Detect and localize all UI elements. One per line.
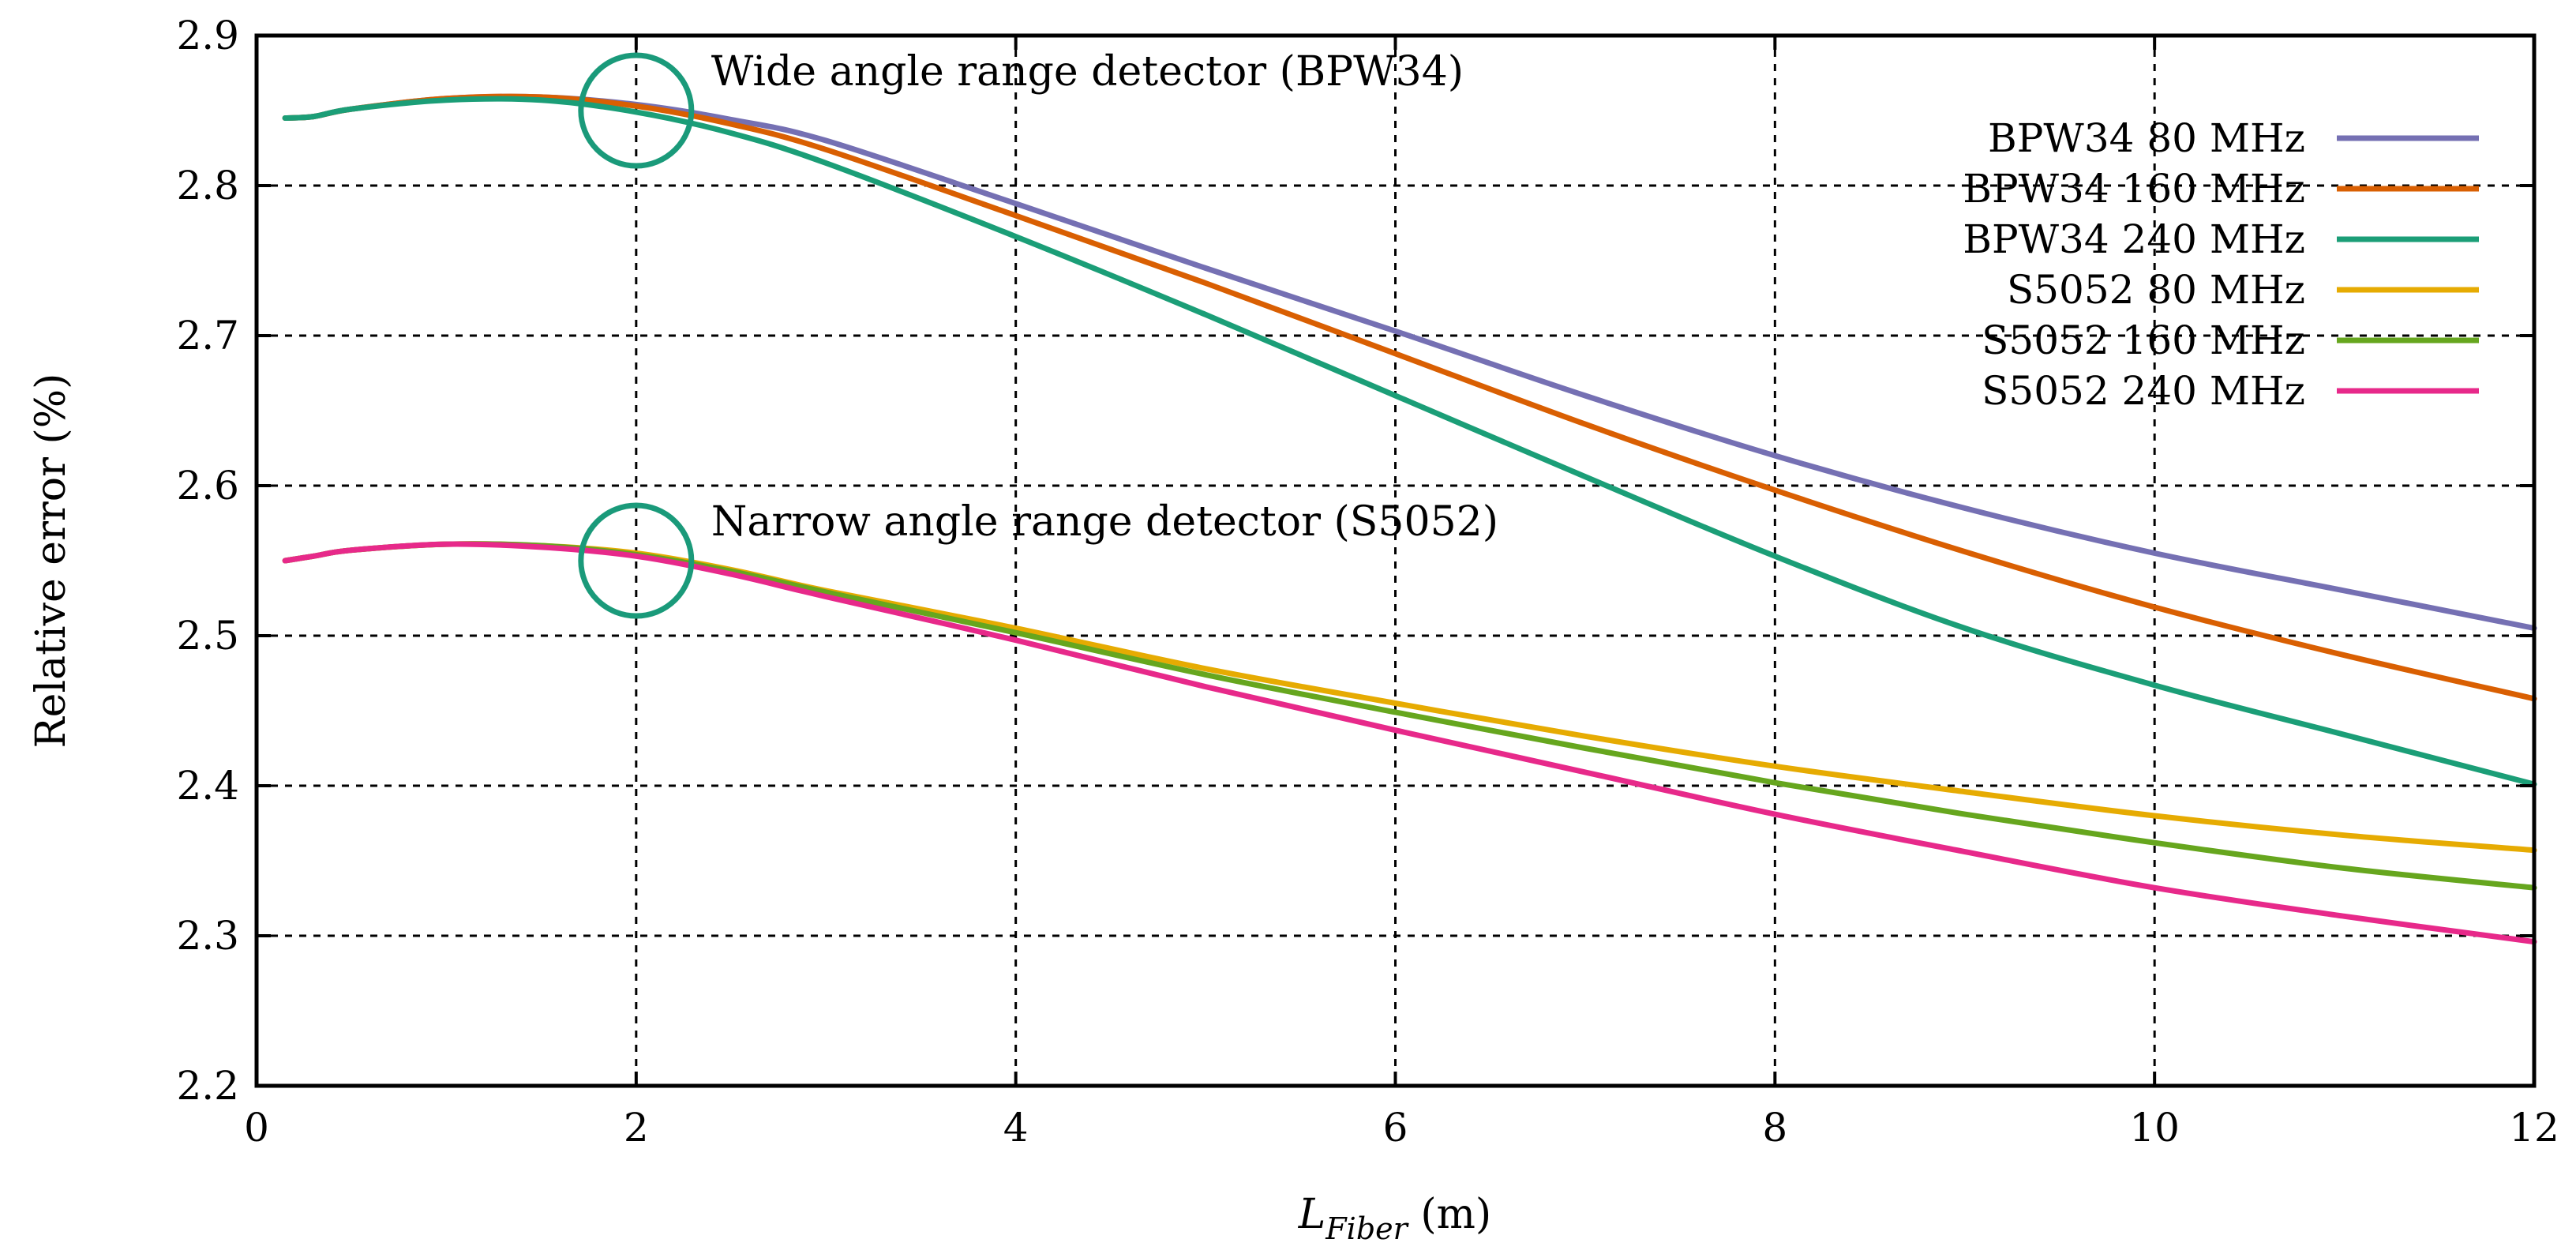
x-axis-title-subscript: Fiber bbox=[1325, 1211, 1409, 1246]
legend-label: S5052 240 MHz bbox=[1982, 368, 2305, 414]
legend-label: S5052 160 MHz bbox=[1982, 317, 2305, 363]
x-axis-title-main: L bbox=[1298, 1191, 1326, 1238]
x-tick-label: 10 bbox=[2129, 1105, 2180, 1151]
y-axis-title: Relative error (%) bbox=[28, 374, 75, 749]
x-tick-label: 4 bbox=[1003, 1105, 1029, 1151]
y-tick-label: 2.7 bbox=[176, 313, 239, 359]
series-line-s5052-160-mhz bbox=[282, 541, 2537, 891]
y-tick-label: 2.4 bbox=[176, 763, 239, 809]
annotations: Wide angle range detector (BPW34) Narrow … bbox=[578, 48, 1498, 619]
annotation-label: Wide angle range detector (BPW34) bbox=[711, 48, 1464, 96]
y-tick-label: 2.6 bbox=[176, 463, 239, 509]
y-tick-label: 2.2 bbox=[176, 1063, 239, 1109]
y-tick-label: 2.3 bbox=[176, 913, 239, 959]
series-lines bbox=[282, 93, 2537, 945]
legend-label: BPW34 240 MHz bbox=[1963, 216, 2305, 262]
legend-label: BPW34 80 MHz bbox=[1988, 115, 2305, 161]
y-tick-label: 2.5 bbox=[176, 613, 239, 659]
series-line-s5052-240-mhz bbox=[282, 541, 2537, 945]
annotation-circle bbox=[578, 502, 695, 619]
legend-label: S5052 80 MHz bbox=[2007, 267, 2305, 313]
series-line-bpw34-240-mhz bbox=[282, 96, 2537, 787]
x-tick-label: 6 bbox=[1383, 1105, 1408, 1151]
legend-label: BPW34 160 MHz bbox=[1963, 166, 2305, 212]
annotation-circle bbox=[578, 52, 695, 169]
annotation-label: Narrow angle range detector (S5052) bbox=[711, 498, 1498, 546]
x-axis-title-unit: (m) bbox=[1408, 1191, 1491, 1238]
grid bbox=[257, 36, 2534, 1086]
x-tick-label: 12 bbox=[2509, 1105, 2559, 1151]
axis-ticks: 0 2 4 6 8 10 12 2.2 2.3 2.4 2.5 2.6 2.7 2.8 2.9 bbox=[176, 13, 2559, 1151]
x-tick-label: 2 bbox=[624, 1105, 649, 1151]
x-axis-title: LFiber (m) bbox=[1298, 1191, 1491, 1246]
x-tick-label: 8 bbox=[1762, 1105, 1787, 1151]
x-tick-label: 0 bbox=[244, 1105, 269, 1151]
y-tick-label: 2.9 bbox=[176, 13, 239, 58]
y-tick-label: 2.8 bbox=[176, 163, 239, 208]
